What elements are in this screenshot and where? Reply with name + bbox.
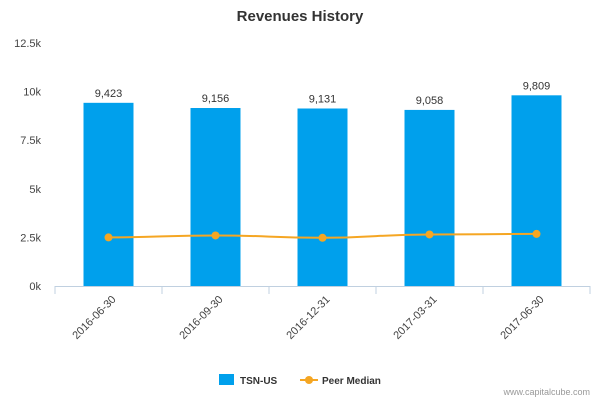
x-tick-label: 2017-06-30 — [498, 294, 546, 342]
line-series-peer-median — [104, 229, 541, 242]
legend-label-peer-median: Peer Median — [322, 376, 381, 387]
bar-series-tsn-us — [83, 95, 562, 287]
bar-data-labels: 9,423 9,156 9,131 9,058 9,809 — [95, 80, 551, 107]
y-tick-label: 10k — [23, 87, 41, 99]
y-tick-label: 0k — [29, 281, 41, 293]
x-tick-label: 2016-09-30 — [177, 294, 225, 342]
y-tick-label: 12.5k — [14, 38, 41, 50]
bar-data-label: 9,131 — [309, 93, 337, 105]
legend-swatch-peer-median-marker — [305, 376, 313, 384]
chart-title: Revenues History — [237, 8, 364, 25]
legend-swatch-tsn-us — [219, 374, 234, 385]
bar-tsn-us-2017-03-31 — [404, 109, 455, 287]
y-tick-label: 7.5k — [20, 135, 41, 147]
y-tick-label: 2.5k — [20, 232, 41, 244]
peer-median-point-2016-06-30 — [104, 233, 113, 242]
bar-data-label: 9,058 — [416, 95, 444, 107]
peer-median-point-2016-09-30 — [211, 231, 220, 240]
bar-tsn-us-2016-12-31 — [297, 108, 348, 286]
bar-data-label: 9,423 — [95, 88, 123, 100]
legend-label-tsn-us: TSN-US — [240, 376, 278, 387]
legend: TSN-US Peer Median — [219, 374, 381, 387]
source-credit: www.capitalcube.com — [502, 387, 590, 397]
bar-data-label: 9,156 — [202, 93, 230, 105]
x-tick-label: 2016-12-31 — [284, 294, 332, 342]
x-tick-label: 2016-06-30 — [70, 294, 118, 342]
y-tick-label: 5k — [29, 184, 41, 196]
bar-data-label: 9,809 — [523, 80, 551, 92]
x-axis: 2016-06-30 2016-09-30 2016-12-31 2017-03-31… — [54, 286, 591, 342]
bar-tsn-us-2017-06-30 — [511, 95, 562, 286]
peer-median-point-2017-06-30 — [532, 229, 541, 238]
bar-tsn-us-2016-09-30 — [190, 108, 241, 287]
y-axis: 0k 2.5k 5k 7.5k 10k 12.5k — [14, 38, 41, 293]
peer-median-point-2016-12-31 — [318, 233, 327, 242]
x-tick-label: 2017-03-31 — [391, 294, 439, 342]
peer-median-point-2017-03-31 — [425, 230, 434, 239]
bar-tsn-us-2016-06-30 — [83, 102, 134, 286]
